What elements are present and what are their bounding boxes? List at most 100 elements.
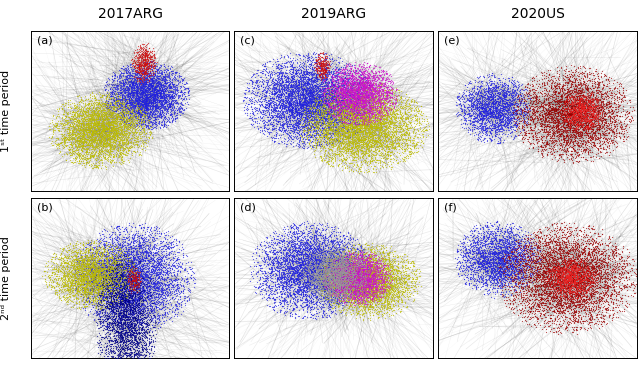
Point	[331, 103, 341, 109]
Point	[298, 280, 308, 286]
Point	[358, 118, 368, 124]
Point	[150, 122, 160, 127]
Point	[111, 337, 122, 342]
Point	[342, 253, 353, 259]
Point	[340, 263, 350, 269]
Point	[392, 265, 403, 270]
Point	[317, 255, 327, 261]
Point	[142, 85, 152, 91]
Point	[92, 137, 102, 142]
Point	[588, 135, 598, 141]
Point	[156, 99, 166, 105]
Point	[125, 257, 136, 263]
Point	[485, 76, 495, 81]
Point	[340, 292, 351, 297]
Point	[492, 115, 502, 121]
Point	[378, 278, 388, 284]
Point	[122, 100, 132, 106]
Point	[328, 119, 339, 125]
Point	[342, 289, 353, 295]
Point	[132, 331, 142, 337]
Point	[527, 288, 538, 294]
Point	[104, 355, 114, 361]
Point	[565, 91, 575, 96]
Point	[271, 118, 282, 123]
Point	[534, 93, 545, 99]
Point	[98, 275, 108, 281]
Point	[78, 143, 88, 149]
Point	[497, 242, 507, 247]
Point	[278, 90, 288, 96]
Point	[351, 97, 362, 103]
Point	[581, 277, 591, 283]
Point	[84, 241, 95, 247]
Point	[107, 128, 117, 134]
Point	[545, 315, 555, 321]
Point	[287, 87, 297, 92]
Point	[140, 101, 150, 107]
Point	[372, 118, 383, 124]
Point	[99, 261, 109, 267]
Point	[102, 321, 113, 327]
Point	[342, 279, 353, 285]
Point	[580, 299, 591, 305]
Point	[118, 70, 129, 76]
Point	[358, 125, 369, 131]
Point	[628, 293, 638, 299]
Point	[132, 319, 143, 325]
Point	[88, 263, 98, 269]
Point	[351, 246, 362, 251]
Point	[324, 92, 334, 97]
Point	[467, 260, 477, 266]
Point	[331, 268, 341, 273]
Point	[289, 103, 299, 109]
Point	[118, 339, 128, 345]
Point	[341, 241, 351, 246]
Point	[90, 116, 100, 122]
Point	[619, 282, 629, 288]
Point	[110, 244, 120, 250]
Point	[127, 270, 138, 276]
Point	[88, 273, 98, 279]
Point	[354, 127, 364, 133]
Point	[353, 253, 364, 258]
Point	[374, 126, 385, 132]
Point	[151, 277, 161, 283]
Point	[60, 260, 70, 266]
Point	[170, 311, 180, 317]
Point	[279, 92, 289, 98]
Point	[344, 270, 354, 276]
Point	[355, 128, 365, 134]
Point	[156, 281, 166, 287]
Point	[527, 314, 538, 320]
Point	[557, 285, 567, 291]
Point	[299, 277, 309, 283]
Point	[132, 58, 143, 64]
Point	[561, 108, 571, 114]
Point	[295, 105, 305, 111]
Point	[360, 105, 370, 111]
Point	[353, 82, 363, 88]
Point	[161, 85, 172, 91]
Point	[328, 139, 339, 145]
Point	[319, 285, 330, 291]
Point	[607, 128, 618, 134]
Point	[602, 307, 612, 312]
Point	[596, 254, 606, 260]
Point	[137, 67, 147, 73]
Point	[86, 283, 96, 289]
Point	[77, 110, 87, 115]
Point	[62, 121, 72, 127]
Point	[83, 118, 93, 124]
Point	[464, 107, 474, 113]
Point	[454, 273, 464, 279]
Point	[545, 268, 555, 273]
Point	[330, 101, 340, 107]
Point	[365, 266, 376, 272]
Point	[93, 100, 104, 106]
Point	[465, 80, 475, 86]
Point	[95, 300, 106, 306]
Point	[374, 93, 384, 99]
Point	[320, 279, 330, 285]
Point	[71, 240, 81, 246]
